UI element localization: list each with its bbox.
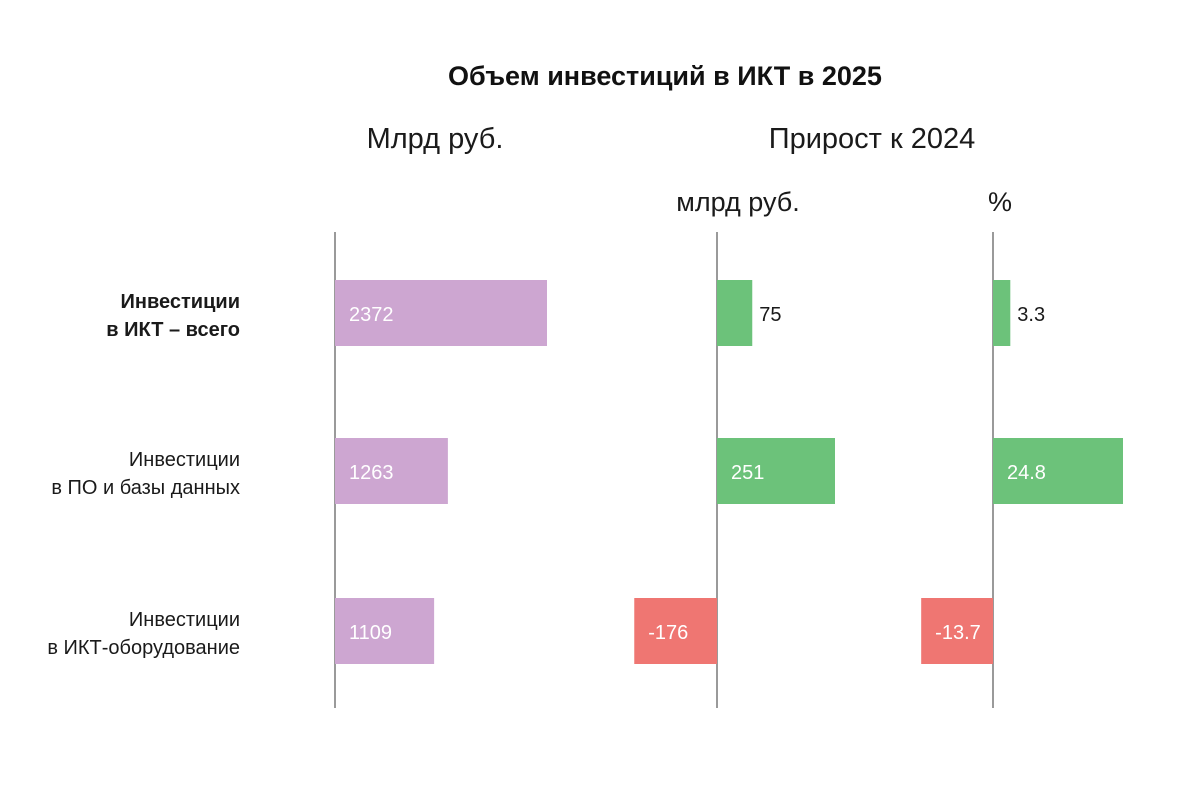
group-header-growth: Прирост к 2024 [769,123,976,155]
chart-title: Объем инвестиций в ИКТ в 2025 [448,61,882,91]
data-label-growth-pct: 24.8 [1007,462,1046,484]
bar-growth-abs [717,280,753,346]
category-label: Инвестиции [121,291,240,313]
data-labels: 2372 1263 1109 75 251 -176 3.3 24.8 -13.7 [349,304,1046,644]
panel-header-growth-pct: % [988,187,1012,217]
category-label: Инвестиции [129,609,240,631]
bar-growth-abs [717,438,835,504]
bar-growth-pct [921,598,993,664]
bar-growth-pct [993,438,1123,504]
bar-growth-pct [993,280,1011,346]
data-label-growth-pct: 3.3 [1017,304,1045,326]
bars [335,280,1123,664]
category-label: Инвестиции [129,449,240,471]
data-label-growth-abs: 75 [759,304,781,326]
category-label: в ИКТ-оборудование [47,637,240,659]
bar-level [335,438,448,504]
panel-header-growth-abs: млрд руб. [676,187,799,217]
data-label-level: 2372 [349,304,394,326]
data-label-growth-pct: -13.7 [935,622,981,644]
data-label-level: 1263 [349,462,394,484]
bar-level [335,598,435,664]
category-label: в ПО и базы данных [51,477,240,499]
panel-header-level: Млрд руб. [367,123,504,155]
data-label-growth-abs: -176 [648,622,688,644]
category-labels: Инвестиции в ИКТ – всего Инвестиции в ПО и … [47,291,240,659]
bar-growth-abs [634,598,717,664]
category-label: в ИКТ – всего [106,319,240,341]
bar-level [335,280,547,346]
data-label-level: 1109 [349,622,392,644]
data-label-growth-abs: 251 [731,462,764,484]
